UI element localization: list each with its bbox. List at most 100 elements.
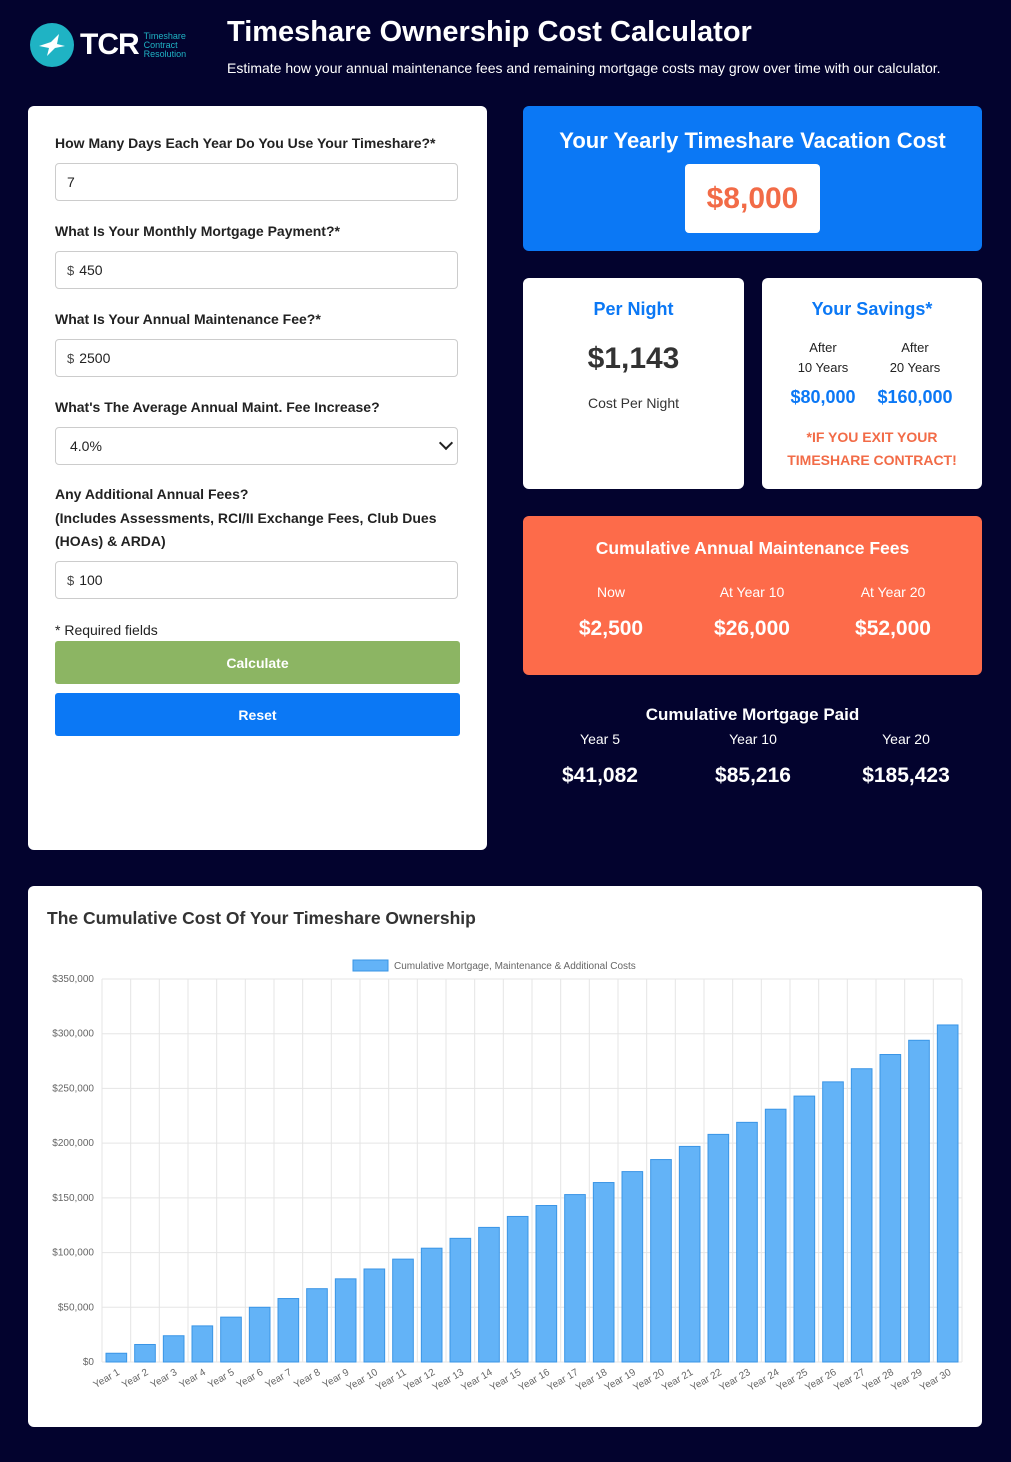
days-input[interactable]: 7 <box>55 163 458 201</box>
x-tick-label: Year 30 <box>918 1367 953 1394</box>
x-tick-label: Year 15 <box>488 1367 523 1394</box>
maintenance-now: Now $2,500 <box>578 584 644 640</box>
x-tick-label: Year 19 <box>603 1367 638 1394</box>
chart-card: The Cumulative Cost Of Your Timeshare Ow… <box>28 886 982 1427</box>
savings-20-amount: $160,000 <box>877 387 953 407</box>
chart-title: The Cumulative Cost Of Your Timeshare Ow… <box>47 908 476 928</box>
x-tick-label: Year 27 <box>832 1367 867 1394</box>
page-title: Timeshare Ownership Cost Calculator <box>227 16 752 48</box>
maintenance-value: 2500 <box>79 350 111 366</box>
yearly-cost-card: Your Yearly Timeshare Vacation Cost $8,0… <box>523 106 982 251</box>
bar <box>449 1237 472 1363</box>
savings-card: Your Savings* After 10 Years $80,000 Aft… <box>762 278 982 489</box>
dollar-prefix: $ <box>67 350 75 366</box>
x-tick-label: Year 13 <box>431 1367 466 1394</box>
maintenance-label: What Is Your Annual Maintenance Fee?* <box>55 311 321 327</box>
bar <box>105 1352 128 1363</box>
x-tick-label: Year 22 <box>689 1367 724 1394</box>
logo-subtext: Timeshare Contract Resolution <box>143 30 187 59</box>
x-tick-label: Year 7 <box>264 1367 295 1391</box>
x-tick-label: Year 23 <box>717 1367 752 1394</box>
calculator-form: How Many Days Each Year Do You Use Your … <box>28 106 487 850</box>
y-tick-label: $100,000 <box>52 1248 94 1259</box>
mortgage-year-5: Year 5 $41,082 <box>562 731 638 787</box>
bar <box>764 1108 787 1363</box>
mortgage-paid-title: Cumulative Mortgage Paid <box>645 705 860 724</box>
bar <box>478 1226 500 1363</box>
required-note: * Required fields <box>55 622 158 638</box>
maintenance-year-10: At Year 10 $26,000 <box>714 584 790 640</box>
bar <box>822 1081 844 1363</box>
bar <box>736 1121 758 1363</box>
legend-label: Cumulative Mortgage, Maintenance & Addit… <box>394 961 636 972</box>
mortgage-value: 450 <box>79 262 103 278</box>
increase-label: What's The Average Annual Maint. Fee Inc… <box>55 399 380 415</box>
x-tick-label: Year 8 <box>292 1367 323 1391</box>
logo-text: TCR <box>80 28 140 61</box>
bar <box>277 1298 300 1363</box>
bar <box>936 1024 959 1363</box>
yearly-cost-title: Your Yearly Timeshare Vacation Cost <box>559 128 946 153</box>
x-tick-label: Year 10 <box>345 1367 380 1394</box>
bar <box>793 1095 816 1363</box>
y-tick-label: $200,000 <box>52 1138 94 1149</box>
bar <box>678 1145 701 1363</box>
x-tick-label: Year 17 <box>545 1367 580 1394</box>
tcr-logo[interactable]: TCR Timeshare Contract Resolution <box>30 22 210 68</box>
bar <box>850 1068 873 1363</box>
bar <box>506 1215 529 1363</box>
bar <box>334 1278 357 1363</box>
x-tick-label: Year 6 <box>235 1367 266 1391</box>
y-tick-label: $150,000 <box>52 1193 94 1204</box>
x-tick-label: Year 24 <box>746 1367 781 1394</box>
savings-title: Your Savings* <box>811 299 933 319</box>
bar <box>564 1194 586 1363</box>
per-night-label: Cost Per Night <box>587 395 680 411</box>
x-tick-label: Year 16 <box>517 1367 552 1394</box>
x-tick-label: Year 29 <box>889 1367 924 1394</box>
savings-20-years: After 20 Years $160,000 <box>870 338 960 407</box>
maintenance-input[interactable]: $ 2500 <box>55 339 458 377</box>
days-label: How Many Days Each Year Do You Use Your … <box>55 135 436 151</box>
bar <box>707 1133 730 1363</box>
dollar-prefix: $ <box>67 262 75 278</box>
x-tick-label: Year 14 <box>459 1367 494 1394</box>
mortgage-input[interactable]: $ 450 <box>55 251 458 289</box>
per-night-value: $1,143 <box>587 342 680 375</box>
bar <box>248 1306 271 1363</box>
page-subtitle: Estimate how your annual maintenance fee… <box>227 60 941 76</box>
additional-input[interactable]: $ 100 <box>55 561 458 599</box>
bar <box>306 1288 328 1363</box>
y-tick-label: $250,000 <box>52 1083 94 1094</box>
additional-label: Any Additional Annual Fees? (Includes As… <box>55 486 437 549</box>
savings-10-years: After 10 Years $80,000 <box>778 338 868 407</box>
y-tick-label: $350,000 <box>52 974 94 985</box>
x-tick-label: Year 21 <box>660 1367 695 1394</box>
bar <box>908 1039 930 1363</box>
savings-note: *IF YOU EXIT YOUR TIMESHARE CONTRACT! <box>787 429 957 468</box>
bar <box>621 1171 644 1363</box>
x-tick-label: Year 1 <box>92 1367 123 1391</box>
y-tick-label: $300,000 <box>52 1029 94 1040</box>
increase-value: 4.0% <box>70 438 102 454</box>
dollar-prefix: $ <box>67 572 75 588</box>
x-tick-label: Year 18 <box>574 1367 609 1394</box>
bar <box>392 1258 414 1363</box>
chevron-down-icon <box>438 435 454 451</box>
x-tick-label: Year 3 <box>149 1367 180 1391</box>
x-tick-label: Year 12 <box>402 1367 437 1394</box>
additional-value: 100 <box>79 572 103 588</box>
yearly-cost-value: $8,000 <box>685 164 820 233</box>
bar <box>220 1316 242 1363</box>
bar <box>879 1054 902 1363</box>
reset-button[interactable]: Reset <box>55 693 460 736</box>
x-tick-label: Year 25 <box>775 1367 810 1394</box>
increase-select[interactable]: 4.0% <box>55 427 458 465</box>
calculate-button[interactable]: Calculate <box>55 641 460 684</box>
mortgage-year-20: Year 20 $185,423 <box>862 731 950 787</box>
x-tick-label: Year 4 <box>178 1367 209 1391</box>
cumulative-cost-chart: $0 $50,000 $100,000 $150,000 $200,000 $250,00… <box>52 959 963 1394</box>
x-tick-label: Year 20 <box>631 1367 666 1394</box>
x-tick-label: Year 28 <box>861 1367 896 1394</box>
bar <box>191 1325 214 1363</box>
